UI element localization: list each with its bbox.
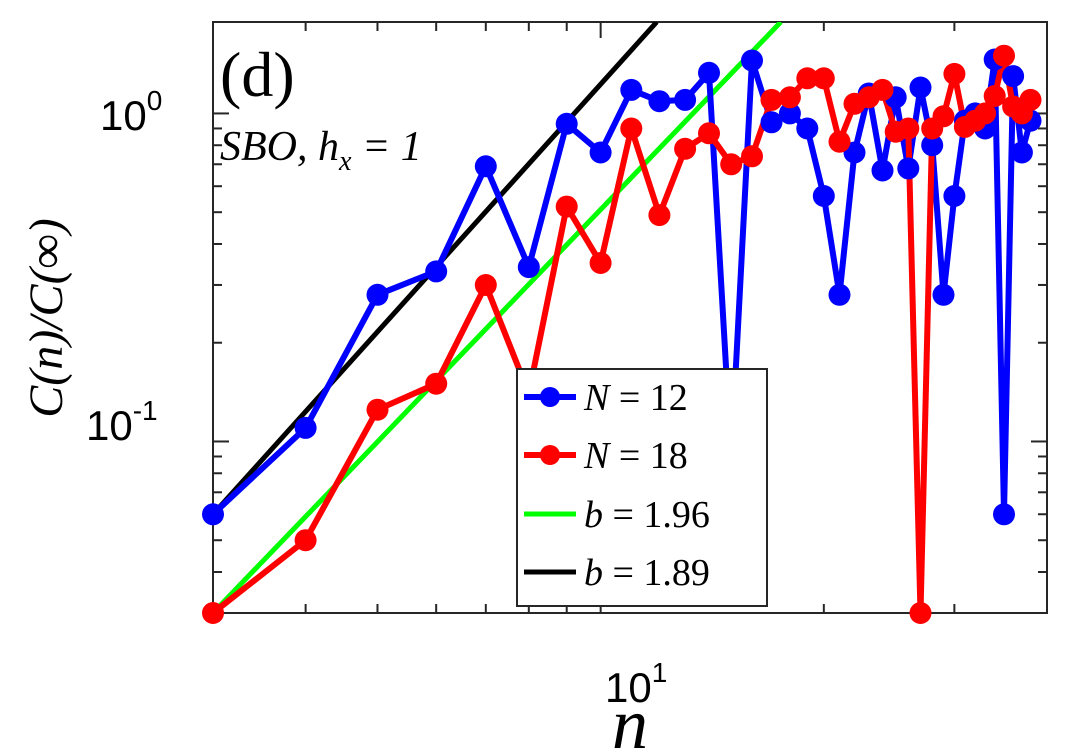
legend-entry-b189: b = 1.89 — [524, 552, 710, 594]
data-point-n-18 — [993, 44, 1015, 67]
data-point-n-18 — [741, 145, 763, 168]
data-point-n-18 — [974, 102, 997, 125]
y-tick-label-0.1: 10-1 — [86, 395, 158, 449]
legend-marker-n12 — [540, 387, 560, 407]
data-point-n-18 — [648, 204, 671, 227]
data-point-n-18 — [720, 153, 743, 176]
data-point-n-12 — [943, 185, 966, 207]
data-point-n-18 — [698, 122, 720, 145]
data-point-n-12 — [812, 185, 835, 207]
annotation: SBO, hx = 1 — [220, 124, 422, 177]
data-point-n-12 — [778, 102, 801, 125]
data-point-n-12 — [202, 503, 224, 526]
data-point-n-18 — [1019, 88, 1042, 111]
data-point-n-12 — [555, 112, 578, 135]
data-point-n-18 — [983, 85, 1006, 107]
data-point-n-18 — [871, 78, 894, 101]
x-tick-label-10: 101 — [605, 657, 667, 711]
data-point-n-12 — [366, 283, 389, 306]
data-point-n-18 — [828, 130, 851, 153]
data-point-n-18 — [294, 529, 317, 552]
y-tick-label-1: 100 — [100, 85, 162, 139]
legend-entry-b196: b = 1.96 — [524, 494, 710, 536]
marker-layer — [202, 44, 1042, 624]
data-point-n-12 — [760, 111, 783, 134]
legend-label-b189: b = 1.89 — [584, 552, 710, 594]
panel-label: (d) — [220, 39, 295, 110]
data-point-n-18 — [202, 602, 224, 624]
data-point-n-18 — [943, 62, 966, 85]
data-point-n-12 — [1010, 141, 1033, 164]
data-point-n-12 — [796, 117, 819, 140]
x-axis-label: n — [612, 684, 648, 756]
data-point-n-12 — [921, 134, 944, 157]
data-point-n-18 — [674, 137, 697, 160]
legend-label-n12: N = 12 — [583, 377, 688, 419]
legend-label-n18: N = 18 — [583, 435, 688, 477]
data-point-n-18 — [812, 67, 835, 90]
data-point-n-12 — [1002, 65, 1025, 88]
data-point-n-12 — [294, 416, 317, 439]
legend-entry-n18: N = 18 — [524, 435, 688, 477]
data-point-n-18 — [366, 398, 389, 421]
data-point-n-18 — [620, 117, 643, 140]
data-point-n-18 — [778, 86, 801, 109]
data-point-n-12 — [871, 159, 894, 182]
data-point-n-18 — [589, 252, 612, 274]
data-point-n-18 — [555, 195, 578, 218]
data-point-n-12 — [828, 283, 851, 306]
data-point-n-12 — [674, 88, 697, 111]
y-axis-label: C(n)/C(∞) — [20, 218, 73, 418]
data-point-n-18 — [474, 274, 497, 296]
data-point-n-12 — [741, 49, 763, 72]
data-point-n-12 — [932, 283, 955, 306]
data-point-n-12 — [589, 141, 612, 164]
data-point-n-12 — [425, 260, 448, 283]
legend-box — [516, 368, 768, 607]
data-point-n-12 — [897, 157, 920, 180]
data-point-n-12 — [517, 256, 540, 279]
legend-entry-n12: N = 12 — [524, 377, 688, 419]
data-point-n-18 — [796, 67, 819, 90]
legend-marker-n18 — [540, 445, 560, 465]
data-point-n-18 — [425, 372, 448, 395]
data-point-n-12 — [648, 90, 671, 113]
data-point-n-12 — [909, 76, 932, 99]
legend: N = 12 N = 18 b = 1.96 b = 1.89 — [516, 368, 768, 607]
legend-label-b196: b = 1.96 — [584, 494, 710, 536]
data-point-n-18 — [760, 88, 783, 111]
data-point-n-12 — [698, 61, 720, 84]
data-point-n-12 — [474, 155, 497, 178]
data-point-n-12 — [620, 78, 643, 101]
data-point-n-18 — [932, 105, 955, 128]
data-point-n-18 — [909, 602, 932, 624]
data-point-n-12 — [993, 503, 1015, 526]
data-point-n-18 — [897, 117, 920, 140]
